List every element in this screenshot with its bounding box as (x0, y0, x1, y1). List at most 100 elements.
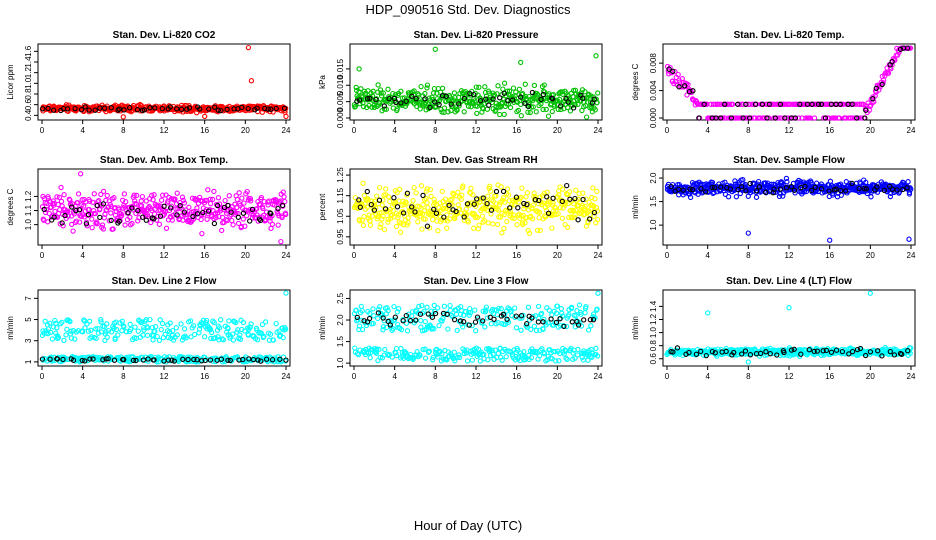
data-point (854, 115, 860, 121)
data-point (186, 204, 192, 210)
data-point (247, 207, 253, 213)
data-point (591, 96, 597, 102)
data-point (155, 213, 161, 220)
chart-title: Stan. Dev. Li-820 Pressure (414, 30, 539, 41)
data-point (159, 320, 166, 327)
x-tick-label: 12 (160, 372, 169, 381)
x-tick-label: 24 (594, 251, 603, 260)
data-point (240, 216, 246, 222)
data-point (79, 197, 85, 203)
data-point (86, 107, 92, 113)
data-point (443, 93, 449, 99)
data-point (796, 115, 802, 121)
y-tick-label: 1.4 (649, 300, 658, 312)
x-tick-label: 4 (392, 372, 397, 381)
data-point (501, 90, 507, 96)
data-point (181, 326, 188, 332)
page-title: HDP_090516 Std. Dev. Diagnostics (365, 2, 571, 17)
x-tick-label: 24 (907, 372, 916, 381)
data-point (720, 115, 726, 121)
data-point (127, 214, 133, 220)
data-point (737, 101, 743, 107)
y-tick-label: 1.15 (336, 187, 345, 203)
data-point (166, 194, 172, 201)
data-point (190, 216, 196, 222)
x-tick-label: 16 (825, 126, 834, 135)
data-point (86, 318, 93, 324)
data-point (177, 203, 183, 209)
data-point (564, 224, 571, 231)
data-point (381, 103, 387, 109)
data-point (822, 115, 829, 121)
data-point (51, 214, 57, 220)
y-tick-label: 1.2 (649, 313, 658, 325)
data-point (472, 98, 478, 104)
data-point (207, 200, 214, 207)
data-point (447, 302, 453, 309)
data-point (420, 202, 426, 208)
x-tick-label: 16 (512, 251, 521, 260)
data-point (152, 105, 158, 111)
x-tick-label: 12 (785, 126, 794, 135)
data-point (836, 115, 843, 121)
data-point (407, 318, 414, 324)
data-point (870, 96, 876, 102)
data-point (594, 188, 600, 195)
data-point (281, 194, 287, 200)
x-tick-label: 0 (665, 372, 670, 381)
y-tick-label: 2.5 (336, 292, 345, 304)
data-point (752, 101, 759, 107)
data-point (418, 317, 424, 324)
chart-panel-2: Stan. Dev. Li-820 Pressure 0 4 8 12 16 20 24 0.0… (318, 30, 603, 135)
chart-title: Stan. Dev. Sample Flow (733, 155, 845, 166)
data-point (356, 66, 362, 72)
data-point (472, 319, 479, 325)
data-point (531, 82, 538, 89)
data-point (241, 200, 247, 206)
data-point (871, 99, 877, 105)
data-point (122, 222, 128, 228)
chart-title: Stan. Dev. Li-820 CO2 (113, 30, 216, 41)
data-point (149, 192, 155, 199)
data-point (119, 212, 125, 219)
x-tick-label: 0 (352, 372, 357, 381)
data-point (108, 105, 114, 111)
data-point (558, 106, 564, 113)
data-point (555, 106, 561, 113)
data-point (849, 101, 855, 107)
data-point (436, 322, 442, 329)
data-point (394, 204, 401, 210)
x-tick-label: 16 (200, 126, 209, 135)
data-point (477, 98, 484, 104)
chart-panel-3: Stan. Dev. Li-820 Temp. 0 4 8 12 16 20 24 0.000 0… (631, 30, 916, 135)
data-point (513, 89, 519, 95)
data-point (191, 208, 197, 215)
data-point (61, 337, 67, 344)
data-point (740, 101, 746, 107)
data-point (367, 95, 373, 101)
data-point (581, 317, 587, 323)
data-point (361, 213, 367, 220)
x-tick-label: 20 (241, 251, 250, 260)
data-point (356, 97, 363, 103)
data-point (179, 194, 186, 200)
data-point (451, 90, 458, 96)
data-point (726, 101, 733, 107)
data-point (486, 90, 493, 96)
data-point (701, 101, 707, 107)
y-tick-label: 1.2 (24, 190, 33, 202)
data-point (432, 46, 438, 52)
data-point (494, 91, 500, 97)
data-point (690, 88, 696, 94)
y-axis-label: ml/min (631, 195, 640, 219)
data-point (894, 52, 901, 58)
data-point (772, 115, 778, 121)
data-point (97, 214, 103, 221)
data-point (230, 337, 237, 343)
data-point (63, 332, 69, 338)
data-point (218, 317, 224, 323)
data-point (244, 188, 250, 195)
data-point (70, 228, 76, 234)
y-tick-label: 1.0 (24, 77, 33, 89)
data-point (467, 98, 473, 104)
